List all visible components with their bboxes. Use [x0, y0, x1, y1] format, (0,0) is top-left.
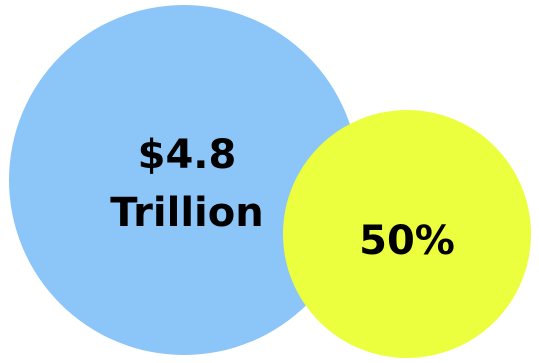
- small-circle-value: 50%: [359, 218, 455, 264]
- big-circle-value: $4.8: [138, 132, 237, 178]
- big-circle-unit: Trillion: [110, 190, 263, 236]
- big-circle: [9, 5, 359, 355]
- small-circle: [283, 110, 531, 358]
